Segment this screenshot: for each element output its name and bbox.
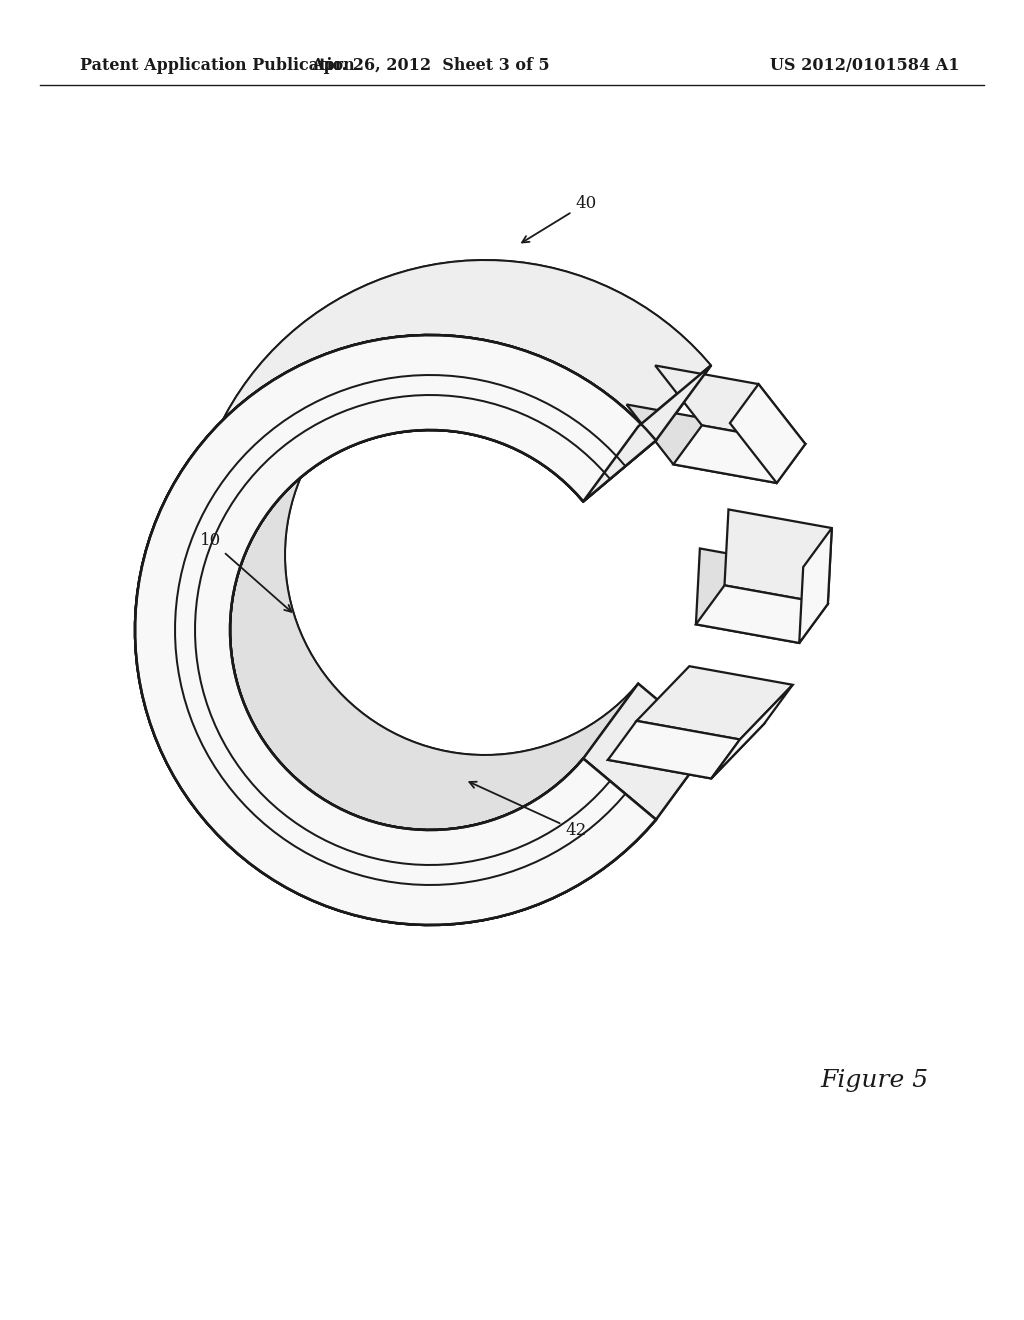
- Text: 42: 42: [469, 781, 587, 840]
- Polygon shape: [730, 384, 805, 483]
- Polygon shape: [800, 528, 831, 643]
- Polygon shape: [712, 685, 793, 779]
- Text: 40: 40: [522, 195, 596, 243]
- Text: US 2012/0101584 A1: US 2012/0101584 A1: [770, 57, 961, 74]
- Polygon shape: [584, 366, 711, 502]
- Polygon shape: [584, 366, 711, 502]
- Polygon shape: [135, 335, 656, 925]
- Polygon shape: [230, 355, 638, 830]
- Polygon shape: [674, 425, 805, 483]
- Polygon shape: [725, 510, 831, 605]
- Polygon shape: [696, 585, 827, 643]
- Polygon shape: [637, 667, 793, 739]
- Polygon shape: [584, 684, 711, 820]
- Polygon shape: [190, 260, 711, 850]
- Polygon shape: [627, 404, 777, 483]
- Polygon shape: [608, 721, 740, 779]
- Polygon shape: [608, 705, 764, 779]
- Polygon shape: [696, 548, 803, 643]
- Text: Apr. 26, 2012  Sheet 3 of 5: Apr. 26, 2012 Sheet 3 of 5: [310, 57, 549, 74]
- Polygon shape: [135, 335, 656, 925]
- Polygon shape: [135, 260, 711, 925]
- Text: Patent Application Publication: Patent Application Publication: [80, 57, 354, 74]
- Text: 10: 10: [200, 532, 292, 612]
- Polygon shape: [655, 366, 805, 444]
- Text: Figure 5: Figure 5: [820, 1068, 928, 1092]
